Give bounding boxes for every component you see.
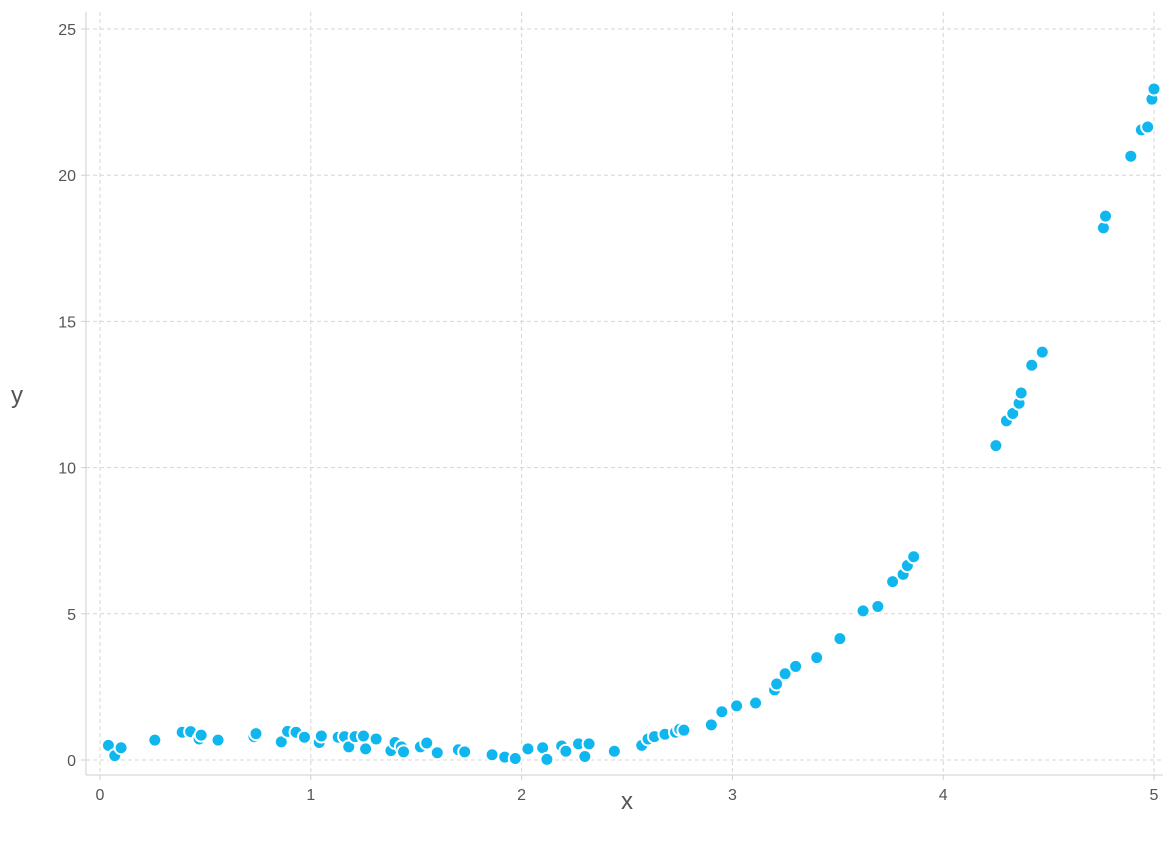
data-point bbox=[193, 727, 209, 743]
data-points bbox=[100, 81, 1162, 767]
x-tick-label: 1 bbox=[306, 787, 315, 804]
y-tick-label: 5 bbox=[67, 607, 76, 624]
axes bbox=[81, 12, 1163, 780]
data-point bbox=[676, 722, 692, 738]
data-point bbox=[457, 744, 473, 760]
y-axis-title: y bbox=[11, 382, 23, 409]
data-point bbox=[714, 704, 730, 720]
y-tick-label: 10 bbox=[58, 461, 76, 478]
data-point bbox=[581, 736, 597, 752]
data-point bbox=[147, 732, 163, 748]
x-axis-title: x bbox=[621, 788, 633, 815]
data-point bbox=[1034, 344, 1050, 360]
grid bbox=[86, 12, 1163, 775]
data-point bbox=[1140, 119, 1156, 135]
data-point bbox=[769, 676, 785, 692]
data-point bbox=[606, 743, 622, 759]
data-point bbox=[358, 741, 374, 757]
data-point bbox=[507, 751, 523, 767]
data-point bbox=[988, 438, 1004, 454]
data-point bbox=[1024, 357, 1040, 373]
data-point bbox=[558, 743, 574, 759]
data-point bbox=[396, 744, 412, 760]
data-point bbox=[210, 732, 226, 748]
x-tick-label: 4 bbox=[939, 787, 948, 804]
data-point bbox=[419, 735, 435, 751]
data-point bbox=[809, 650, 825, 666]
y-tick-label: 25 bbox=[58, 22, 76, 39]
data-point bbox=[484, 747, 500, 763]
data-point bbox=[248, 726, 264, 742]
x-tick-label: 3 bbox=[728, 787, 737, 804]
data-point bbox=[368, 731, 384, 747]
data-point bbox=[906, 549, 922, 565]
data-point bbox=[1146, 81, 1162, 97]
data-point bbox=[429, 745, 445, 761]
data-point bbox=[855, 603, 871, 619]
data-point bbox=[1123, 148, 1139, 164]
data-point bbox=[777, 666, 793, 682]
data-point bbox=[703, 717, 719, 733]
data-point bbox=[539, 751, 555, 767]
data-point bbox=[1013, 385, 1029, 401]
data-point bbox=[748, 695, 764, 711]
y-tick-label: 20 bbox=[58, 168, 76, 185]
data-point bbox=[885, 574, 901, 590]
tick-labels: 0 1 2 3 4 5 0 5 10 15 20 25 bbox=[58, 22, 1158, 804]
data-point bbox=[113, 740, 129, 756]
data-point bbox=[296, 729, 312, 745]
data-point bbox=[870, 598, 886, 614]
data-point bbox=[729, 698, 745, 714]
data-point bbox=[356, 728, 371, 744]
x-tick-label: 5 bbox=[1150, 787, 1159, 804]
data-point bbox=[313, 728, 329, 744]
data-point bbox=[1098, 208, 1114, 224]
data-point bbox=[788, 658, 804, 674]
x-tick-label: 2 bbox=[517, 787, 526, 804]
data-point bbox=[832, 631, 848, 647]
data-point bbox=[520, 741, 536, 757]
x-tick-label: 0 bbox=[96, 787, 105, 804]
y-tick-label: 15 bbox=[58, 314, 76, 331]
data-point bbox=[577, 748, 593, 764]
y-tick-label: 0 bbox=[67, 753, 76, 770]
